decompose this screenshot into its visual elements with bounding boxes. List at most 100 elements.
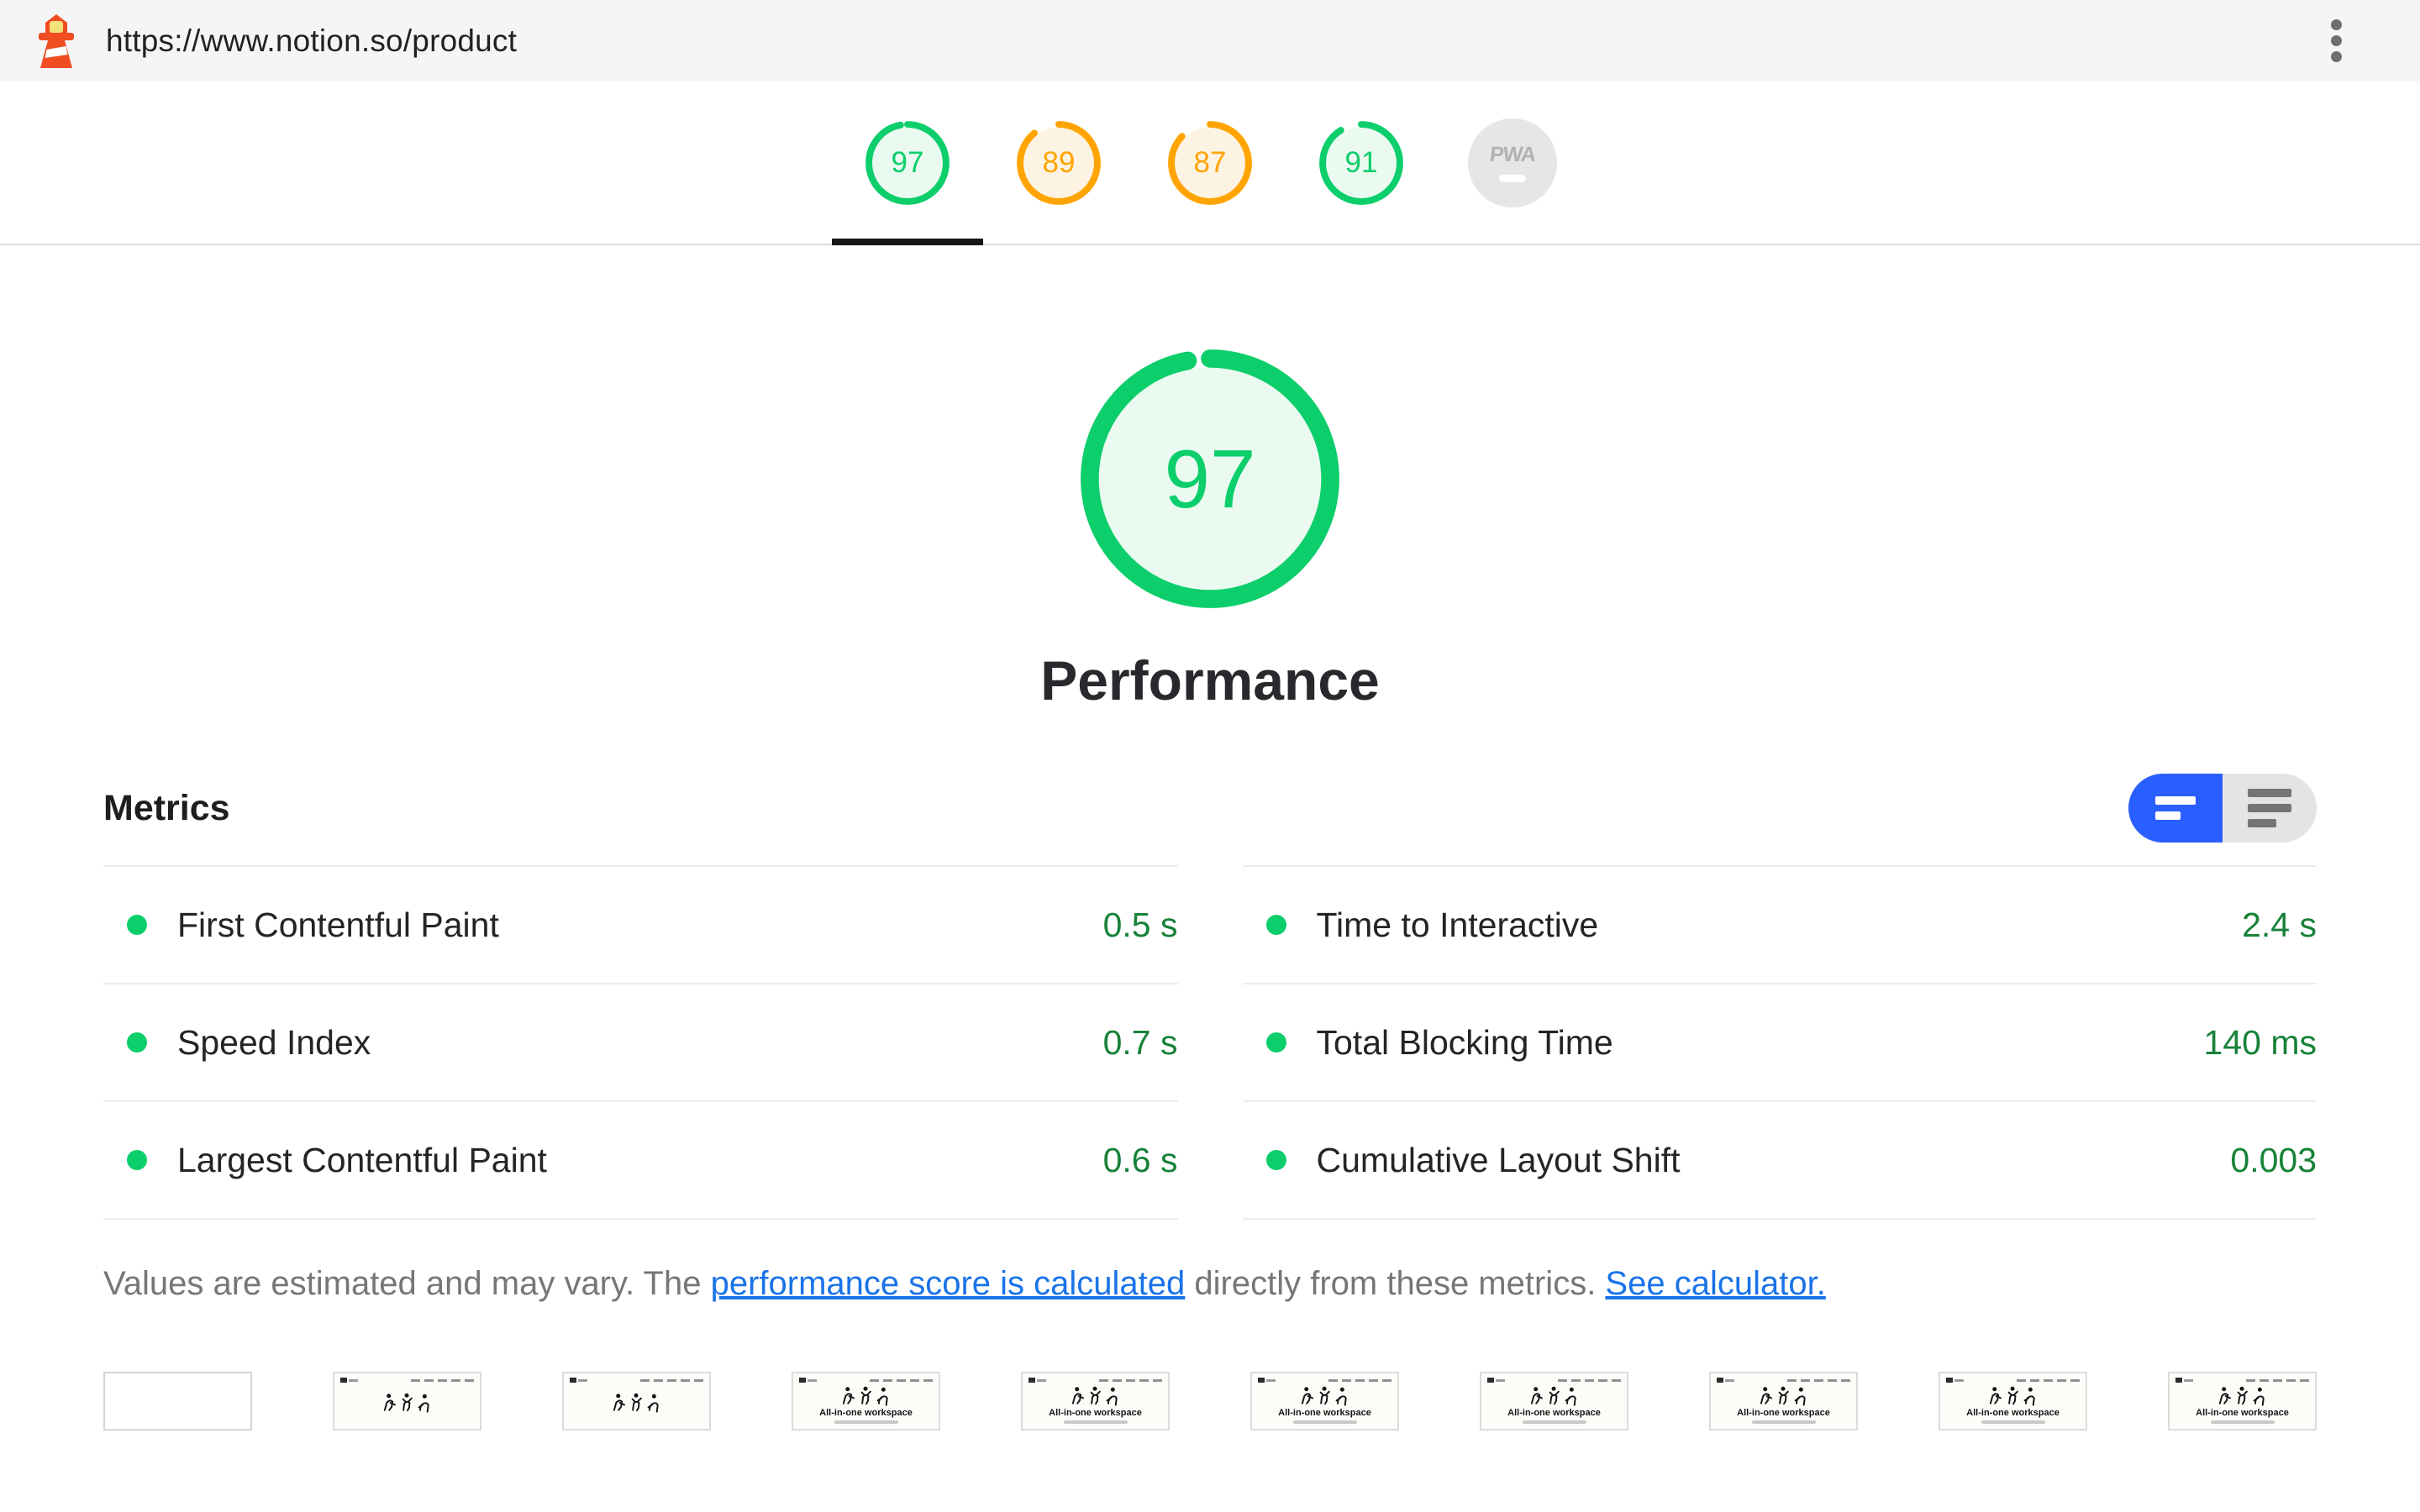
thumbnail-subtext-bar [834, 1420, 898, 1424]
score-ring: 97 [863, 118, 952, 207]
expanded-view-button[interactable] [2223, 774, 2317, 843]
pwa-label: PWA [1488, 143, 1537, 166]
thumbnail-nav-bars [1558, 1378, 1621, 1382]
thumbnail-figures-illustration [383, 1393, 429, 1413]
thumbnail-page-title: All-in-one workspace [819, 1408, 913, 1418]
thumbnail-page-header [1717, 1377, 1850, 1383]
metric-value: 0.5 s [1102, 905, 1178, 944]
metrics-header: Metrics [103, 769, 2317, 847]
filmstrip-thumbnail: All-in-one workspace [1021, 1372, 1170, 1431]
score-value: 87 [1193, 145, 1227, 179]
metric-value: 0.7 s [1102, 1022, 1178, 1062]
filmstrip-thumbnail: All-in-one workspace [1939, 1372, 2087, 1431]
thumbnail-page-header [570, 1377, 703, 1383]
metric-label: Total Blocking Time [1316, 1022, 1613, 1062]
lighthouse-icon [39, 13, 74, 68]
metric-label: Speed Index [177, 1022, 371, 1062]
filmstrip-thumbnail: All-in-one workspace [1250, 1372, 1399, 1431]
thumbnail-subtext-bar [1981, 1420, 2045, 1424]
category-gauges: 97 89 87 [0, 81, 2420, 245]
metric-value: 0.6 s [1102, 1140, 1178, 1179]
filmstrip-thumbnail: All-in-one workspace [1480, 1372, 1628, 1431]
tested-url: https://www.notion.so/product [106, 23, 518, 58]
thumbnail-logo-mark [799, 1378, 817, 1383]
see-calculator-link[interactable]: See calculator. [1605, 1265, 1826, 1302]
tab-performance[interactable]: 97 [832, 81, 983, 245]
kebab-dot [2330, 19, 2342, 30]
thumbnail-logo-mark [1946, 1378, 1964, 1383]
thumbnail-logo-mark [570, 1378, 587, 1383]
metric-value: 140 ms [2203, 1022, 2317, 1062]
score-value: 97 [891, 145, 924, 179]
thumbnail-page-header [1258, 1377, 1392, 1383]
metrics-section: Metrics First Contentful Paint 0.5 s Spe… [103, 769, 2317, 1220]
metric-row: First Contentful Paint 0.5 s [103, 867, 1178, 984]
thumbnail-figures-illustration [2218, 1386, 2265, 1406]
tab-best-practices[interactable]: 87 [1134, 81, 1286, 244]
thumbnail-page-title: All-in-one workspace [1278, 1408, 1371, 1418]
thumbnail-figures-illustration [1071, 1386, 1118, 1406]
metric-status-dot [127, 915, 147, 935]
thumbnail-logo-mark [1258, 1378, 1276, 1383]
metric-row: Total Blocking Time 140 ms [1242, 984, 2317, 1102]
tab-seo[interactable]: 91 [1286, 81, 1437, 244]
disclaimer-text: directly from these metrics. [1185, 1265, 1606, 1302]
metric-status-dot [127, 1150, 147, 1170]
metric-label: Cumulative Layout Shift [1316, 1140, 1681, 1179]
thumbnail-nav-bars [1328, 1378, 1392, 1382]
metrics-heading: Metrics [103, 787, 230, 828]
thumbnail-logo-mark [1717, 1378, 1734, 1383]
score-ring: 89 [1014, 118, 1103, 207]
score-calculation-link[interactable]: performance score is calculated [710, 1265, 1186, 1302]
thumbnail-figures-illustration [842, 1386, 888, 1406]
thumbnail-logo-mark [340, 1378, 358, 1383]
metrics-view-toggle [2128, 774, 2317, 843]
metric-status-dot [1265, 1150, 1286, 1170]
metric-value: 0.003 [2230, 1140, 2317, 1179]
metric-label: Time to Interactive [1316, 905, 1599, 944]
thumbnail-page-header [799, 1377, 933, 1383]
thumbnail-nav-bars [870, 1378, 933, 1382]
performance-score-value: 97 [1164, 432, 1256, 525]
thumbnail-page-header [2175, 1377, 2309, 1383]
thumbnail-logo-mark [2175, 1378, 2193, 1383]
pwa-dash-icon [1499, 175, 1526, 182]
thumbnail-nav-bars [640, 1378, 703, 1382]
thumbnail-page-title: All-in-one workspace [1737, 1408, 1830, 1418]
metrics-column-2: Time to Interactive 2.4 s Total Blocking… [1242, 865, 2317, 1220]
thumbnail-figures-illustration [1301, 1386, 1347, 1406]
filmstrip-thumbnail [562, 1372, 711, 1431]
tab-accessibility[interactable]: 89 [983, 81, 1134, 244]
thumbnail-figures-illustration [1760, 1386, 1806, 1406]
metric-label: First Contentful Paint [177, 905, 499, 944]
thumbnail-figures-illustration [613, 1393, 659, 1413]
kebab-dot [2330, 35, 2342, 46]
performance-score-gauge: 97 [1074, 343, 1346, 615]
disclaimer-text: Values are estimated and may vary. The [103, 1265, 711, 1302]
condensed-view-button[interactable] [2128, 774, 2223, 843]
tab-pwa[interactable]: PWA [1437, 81, 1588, 244]
thumbnail-figures-illustration [1989, 1386, 2035, 1406]
score-ring: 91 [1317, 118, 1406, 207]
thumbnail-page-header [340, 1377, 474, 1383]
metric-label: Largest Contentful Paint [177, 1140, 547, 1179]
thumbnail-page-title: All-in-one workspace [1966, 1408, 2060, 1418]
thumbnail-nav-bars [2246, 1378, 2309, 1382]
thumbnail-nav-bars [1787, 1378, 1850, 1382]
filmstrip-thumbnail [103, 1372, 252, 1431]
metric-row: Time to Interactive 2.4 s [1242, 867, 2317, 984]
thumbnail-page-title: All-in-one workspace [1507, 1408, 1601, 1418]
metric-row: Largest Contentful Paint 0.6 s [103, 1102, 1178, 1220]
thumbnail-subtext-bar [1292, 1420, 1357, 1424]
thumbnail-page-title: All-in-one workspace [2196, 1408, 2289, 1418]
metric-row: Cumulative Layout Shift 0.003 [1242, 1102, 2317, 1220]
metrics-column-1: First Contentful Paint 0.5 s Speed Index… [103, 865, 1178, 1220]
metrics-columns: First Contentful Paint 0.5 s Speed Index… [103, 865, 2317, 1220]
kebab-menu-button[interactable] [2311, 14, 2361, 68]
performance-summary: 97 Performance [0, 343, 2420, 712]
report-topbar: https://www.notion.so/product [0, 0, 2420, 81]
category-title: Performance [1040, 649, 1380, 711]
thumbnail-subtext-bar [1751, 1420, 1816, 1424]
condensed-view-icon [2155, 796, 2196, 820]
